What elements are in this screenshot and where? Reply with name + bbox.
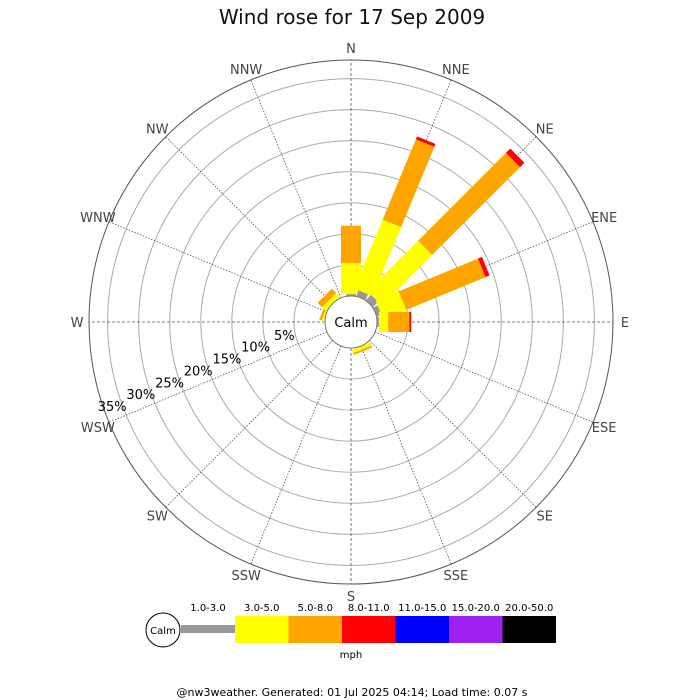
legend-swatch: [235, 616, 289, 643]
legend-bin-label: 5.0-8.0: [298, 603, 333, 614]
legend-bin-label: 8.0-11.0: [348, 603, 390, 614]
wind-bar-segment: [317, 288, 337, 308]
wind-bar-segment: [353, 345, 373, 355]
wind-bar-segment: [377, 317, 379, 327]
grid-ring: [231, 202, 471, 442]
grid-spoke: [250, 79, 342, 299]
wind-bar-segment: [367, 240, 433, 306]
direction-label: NNE: [442, 63, 470, 78]
legend-swatch: [342, 616, 396, 643]
ring-label: 5%: [274, 329, 295, 344]
direction-label: W: [71, 316, 84, 331]
ring-labels: 5% 10%15%20%25%30%35%: [98, 329, 295, 415]
speed-legend: Calm 1.0-3.0 3.0-5.0 5.0-8.0 8.0-11.0 11.0-1…: [145, 603, 556, 661]
ring-label: 30%: [126, 388, 155, 403]
grid-spoke: [360, 345, 452, 565]
grid-spoke: [369, 340, 537, 508]
calm-label: Calm: [334, 316, 367, 331]
direction-label: SSE: [443, 569, 468, 584]
grid-spoke: [374, 331, 594, 423]
direction-label: WNW: [80, 211, 116, 226]
direction-label: NW: [146, 122, 169, 137]
wind-bar-segment: [382, 139, 435, 228]
direction-label: SW: [147, 510, 168, 525]
legend-swatch: [181, 625, 235, 633]
legend-calm-label: Calm: [150, 626, 176, 637]
legend-bin-label: 11.0-15.0: [398, 603, 446, 614]
legend-bin-label: 1.0-3.0: [190, 603, 225, 614]
ring-label: 20%: [184, 364, 213, 379]
direction-label: NNW: [230, 63, 262, 78]
ring-label: 15%: [212, 353, 241, 368]
wind-bar-segment: [415, 136, 436, 147]
wind-bar-segment: [418, 152, 521, 255]
legend-swatch: [288, 616, 342, 643]
wind-bar-segment: [351, 342, 372, 354]
wind-bar-segment: [477, 256, 490, 278]
wind-bar-segment: [365, 294, 379, 308]
wind-bar-segment: [354, 219, 402, 297]
direction-label: SSW: [231, 569, 261, 584]
legend-bin-label: 3.0-5.0: [244, 603, 279, 614]
legend-bin-label: 20.0-50.0: [505, 603, 553, 614]
footer-text: @nw3weather. Generated: 01 Jul 2025 04:1…: [177, 686, 528, 699]
legend-swatch: [395, 616, 449, 643]
wind-bar-segment: [356, 290, 368, 300]
wind-bar-segment: [409, 312, 412, 332]
grid-spoke: [108, 221, 328, 313]
chart-title: Wind rose for 17 Sep 2009: [219, 5, 485, 29]
legend-units: mph: [340, 650, 362, 661]
direction-label: ENE: [591, 211, 617, 226]
direction-label: NE: [536, 122, 554, 137]
grid-spoke: [108, 331, 328, 423]
direction-label: ESE: [592, 421, 617, 436]
grid-spoke: [165, 340, 333, 508]
ring-label: 10%: [241, 341, 270, 356]
grid-spoke: [165, 136, 333, 304]
calm-center: Calm: [324, 295, 378, 349]
direction-label: N: [346, 42, 356, 57]
direction-label: SE: [537, 510, 553, 525]
direction-label: WSW: [81, 421, 115, 436]
wind-bar-segment: [322, 293, 340, 311]
wind-bar-segment: [346, 294, 356, 296]
direction-label: E: [621, 316, 629, 331]
direction-labels: N NNE NE ENE E ESE SE SSE S SSW SW WSW W WNW NW NNW: [71, 42, 630, 605]
direction-label: S: [347, 590, 355, 605]
grid-spoke: [250, 345, 342, 565]
calm-circle: [324, 295, 378, 349]
legend-swatch: [449, 616, 503, 643]
ring-label: 25%: [155, 376, 184, 391]
legend-calm-circle: [145, 612, 181, 648]
wind-bar-segment: [388, 312, 410, 332]
legend-bin-label: 15.0-20.0: [452, 603, 500, 614]
ring-label: 35%: [98, 400, 127, 415]
wind-bar-segment: [505, 148, 525, 168]
wind-bar-segment: [378, 312, 389, 332]
legend-swatch: [502, 616, 556, 643]
wind-bar-segment: [398, 258, 486, 310]
wind-bar-segment: [341, 225, 361, 264]
wind-bars: [317, 136, 525, 355]
grid-ring: [200, 171, 502, 473]
